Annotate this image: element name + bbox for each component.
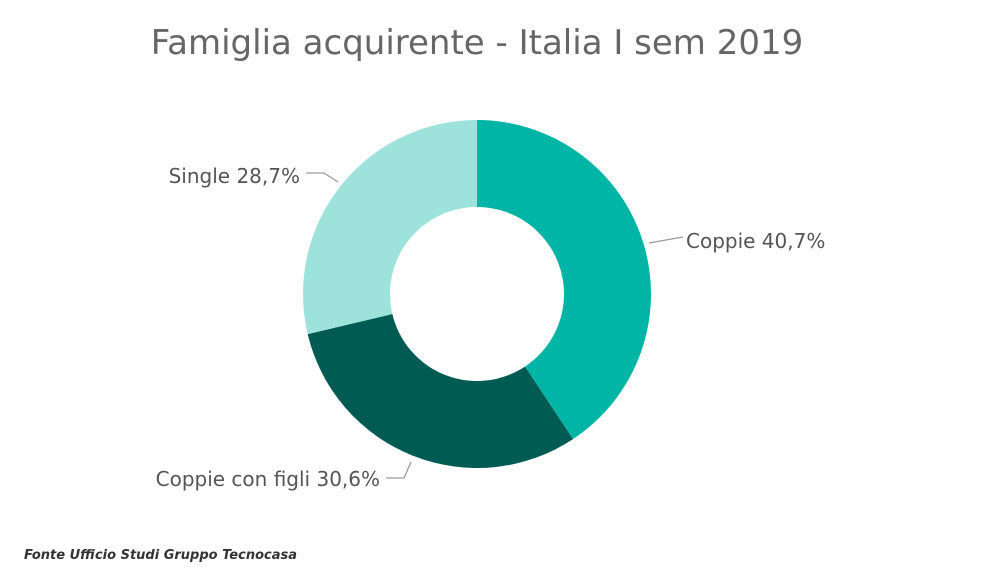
leader-line-coppie-con-figli [386,461,412,479]
leader-line-coppie [648,236,684,244]
chart-title: Famiglia acquirente - Italia I sem 2019 [151,23,804,63]
donut-slices [302,120,652,468]
label-coppie-con-figli: Coppie con figli 30,6% [156,467,380,491]
leader-line-single [306,172,339,183]
label-coppie: Coppie 40,7% [686,229,825,253]
slice-coppie-con-figli [307,314,573,468]
source-note: Fonte Ufficio Studi Gruppo Tecnocasa [24,548,297,563]
slice-coppie [477,120,652,440]
slice-single [302,120,477,335]
slice-labels: Coppie 40,7% Coppie con figli 30,6% Single… [156,164,826,491]
label-single: Single 28,7% [169,164,300,188]
